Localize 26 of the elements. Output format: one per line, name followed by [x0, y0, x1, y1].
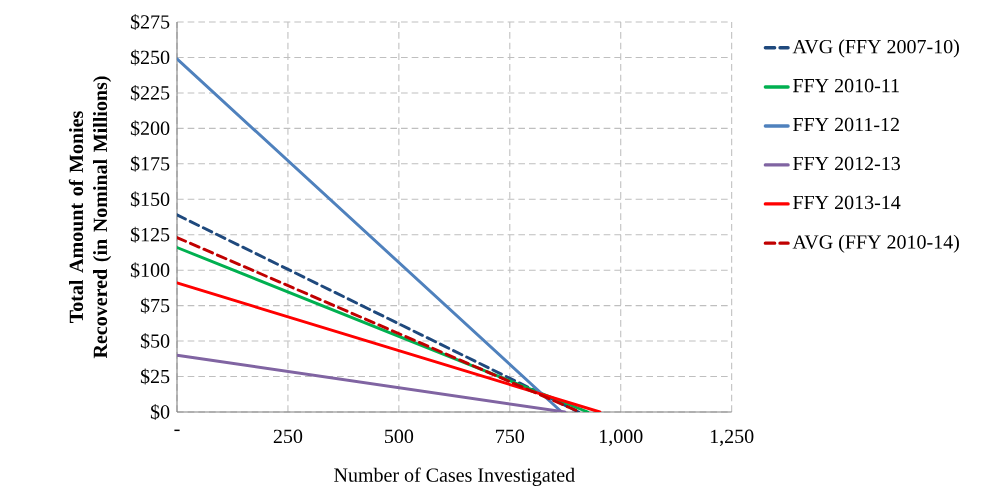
- legend-label: FFY 2011-12: [793, 117, 899, 132]
- y-tick-label: $50: [140, 333, 170, 350]
- y-tick-label: $200: [130, 120, 170, 137]
- y-tick-label: $75: [140, 297, 170, 314]
- x-tick-label: 750: [496, 429, 525, 444]
- x-tick-label: 500: [385, 429, 414, 444]
- y-tick-label: $100: [130, 262, 170, 279]
- legend-label: FFY 2012-13: [793, 156, 900, 171]
- x-tick-label: 1,250: [710, 429, 754, 446]
- legend-label: AVG (FFY 2010-14): [792, 234, 959, 253]
- x-axis-title: Number of Cases Investigated: [334, 467, 575, 486]
- legend-label: FFY 2013-14: [793, 195, 901, 210]
- y-tick-label: $275: [130, 14, 170, 30]
- y-tick-label: $25: [140, 368, 170, 385]
- x-tick-label: 250: [273, 429, 303, 444]
- y-axis-title: Total Amount of Monies Recovered (in Nominal Millions): [68, 76, 112, 359]
- y-tick-label: $225: [130, 84, 170, 101]
- x-tick-label: 1,000: [599, 429, 643, 446]
- x-tick-label: -: [174, 429, 180, 432]
- y-tick-label: $175: [130, 155, 170, 172]
- y-tick-label: $0: [150, 404, 170, 421]
- y-tick-label: $125: [130, 226, 170, 243]
- y-tick-label: $250: [130, 49, 170, 66]
- y-tick-label: $150: [130, 191, 170, 208]
- legend-label: FFY 2010-11: [793, 78, 899, 93]
- legend-label: AVG (FFY 2007-10): [792, 39, 959, 58]
